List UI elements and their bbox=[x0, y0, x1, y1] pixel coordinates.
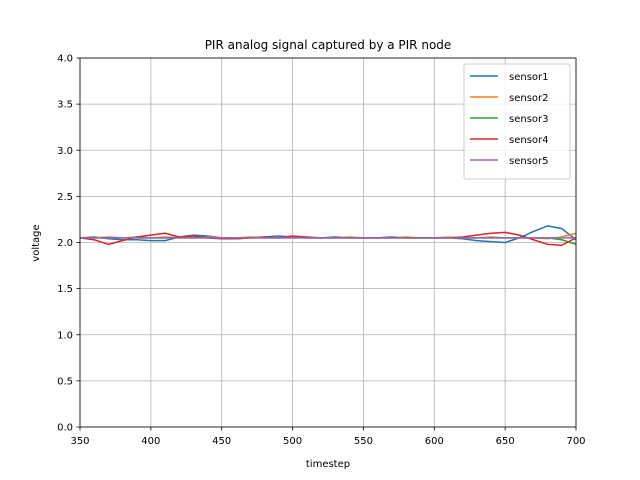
x-tick-label: 400 bbox=[141, 436, 160, 447]
x-tick-label: 350 bbox=[70, 436, 89, 447]
x-tick-label: 500 bbox=[283, 436, 302, 447]
y-tick-label: 0.0 bbox=[57, 423, 73, 434]
legend-label-sensor5: sensor5 bbox=[509, 156, 549, 167]
legend-label-sensor3: sensor3 bbox=[509, 114, 549, 125]
y-axis-label: voltage bbox=[31, 224, 42, 261]
series-lines bbox=[79, 225, 577, 247]
x-tick-label: 700 bbox=[566, 436, 585, 447]
x-axis-label: timestep bbox=[306, 459, 350, 470]
y-tick-label: 2.0 bbox=[57, 238, 73, 249]
legend: sensor1 sensor2 sensor3 sensor4 sensor5 bbox=[463, 63, 571, 180]
legend-box bbox=[463, 63, 571, 180]
legend-label-sensor1: sensor1 bbox=[509, 72, 549, 83]
y-tick-label: 3.0 bbox=[57, 146, 73, 157]
y-tick-label: 4.0 bbox=[57, 54, 73, 65]
x-tick-label: 450 bbox=[212, 436, 231, 447]
x-tick-label: 550 bbox=[354, 436, 373, 447]
y-axis: 0.0 0.5 1.0 1.5 2.0 2.5 3.0 3.5 4.0 bbox=[57, 54, 80, 434]
x-axis: 350 400 450 500 550 600 650 700 bbox=[70, 427, 586, 447]
y-tick-label: 1.5 bbox=[57, 284, 73, 295]
x-tick-label: 650 bbox=[496, 436, 515, 447]
y-tick-label: 3.5 bbox=[57, 100, 73, 111]
chart-title: PIR analog signal captured by a PIR node bbox=[205, 38, 452, 52]
y-tick-label: 1.0 bbox=[57, 330, 73, 341]
y-tick-label: 2.5 bbox=[57, 192, 73, 203]
legend-label-sensor4: sensor4 bbox=[509, 135, 549, 146]
legend-label-sensor2: sensor2 bbox=[509, 93, 549, 104]
x-tick-label: 600 bbox=[425, 436, 444, 447]
y-tick-label: 0.5 bbox=[57, 376, 73, 387]
